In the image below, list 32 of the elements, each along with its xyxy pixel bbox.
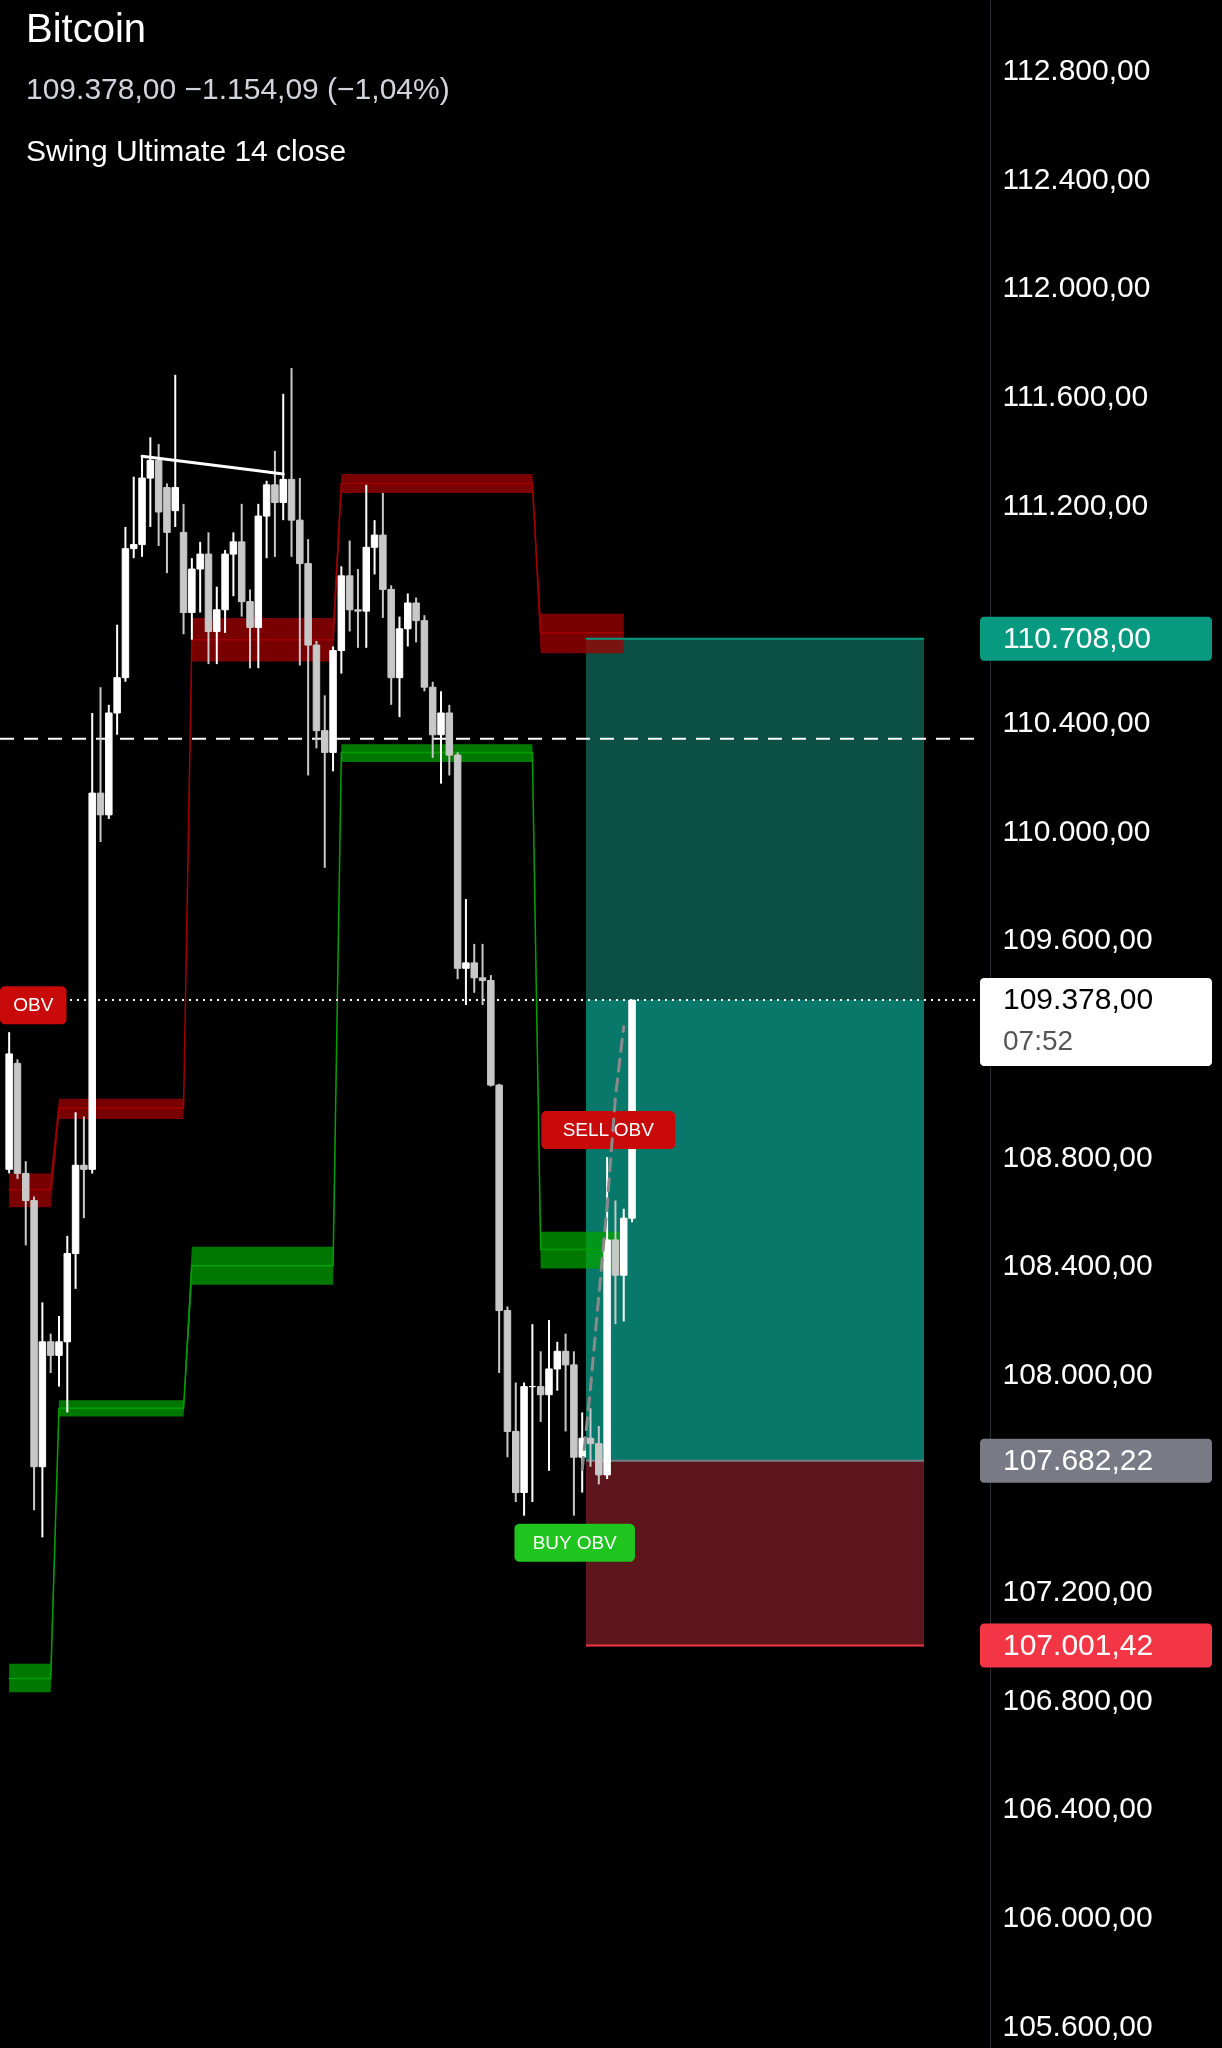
y-tick-label: 105.600,00 <box>1002 2008 1153 2042</box>
ref-line-label: 107.001,42 <box>1003 1627 1154 1661</box>
y-tick-label: 106.400,00 <box>1002 1791 1153 1825</box>
y-tick-label: 108.800,00 <box>1002 1139 1153 1173</box>
y-tick-label: 106.800,00 <box>1002 1682 1153 1716</box>
candlestick <box>46 1332 55 1375</box>
y-tick-label: 110.400,00 <box>1002 705 1151 738</box>
candlestick <box>536 1350 545 1423</box>
candlestick <box>96 686 105 844</box>
y-tick-label: 108.400,00 <box>1002 1248 1153 1282</box>
y-tick-label: 112.000,00 <box>1002 270 1151 304</box>
y-tick-label: 106.000,00 <box>1002 1900 1153 1934</box>
y-tick-label: 111.600,00 <box>1002 379 1149 413</box>
candlestick <box>80 1115 88 1220</box>
ref-line-label: 107.682,22 <box>1003 1442 1154 1476</box>
y-tick-label: 110.000,00 <box>1002 813 1151 847</box>
annotation: SELL OBV <box>562 1119 655 1141</box>
y-tick-label: 108.000,00 <box>1002 1356 1153 1390</box>
y-tick-label: 112.400,00 <box>1002 161 1151 195</box>
y-tick-label: 111.200,00 <box>1002 487 1149 521</box>
ref-line-label: 109.378,00 <box>1003 982 1154 1016</box>
annotation: OBV <box>13 994 54 1016</box>
y-tick-label: 112.800,00 <box>1002 53 1151 87</box>
y-tick-label: 109.600,00 <box>1002 922 1153 956</box>
annotation: BUY OBV <box>532 1531 618 1553</box>
candlestick <box>271 449 279 558</box>
chart-title: Bitcoin <box>26 6 147 50</box>
y-tick-label: 107.200,00 <box>1002 1574 1153 1608</box>
text: 07:52 <box>1003 1025 1074 1057</box>
annotation: Swing Ultimate 14 close <box>26 134 347 167</box>
text: 109.378,00 −1.154,09 (−1,04%) <box>26 72 450 105</box>
ref-line-label: 110.708,00 <box>1003 620 1151 654</box>
